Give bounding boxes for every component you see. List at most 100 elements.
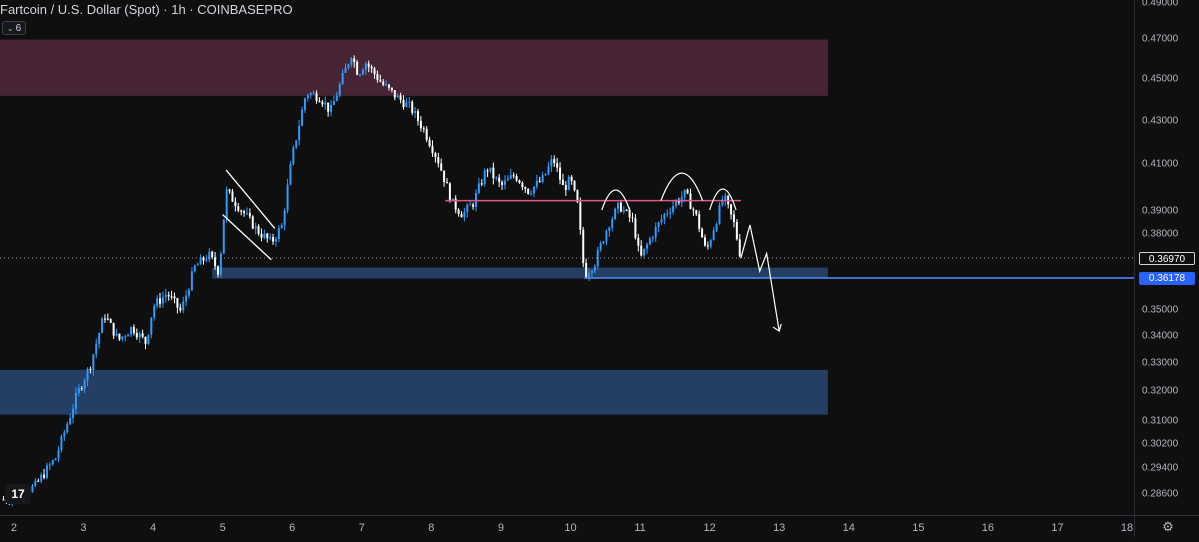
candle-body [103,318,106,320]
x-tick-label: 7 [359,522,365,534]
candle-body [321,101,324,105]
candle-body [167,294,170,297]
candle-body [57,450,60,459]
candle-body [159,298,162,304]
candle-body [518,180,521,183]
candle-body [245,213,248,215]
candle-body [214,257,217,267]
candle-body [60,436,63,451]
candle-body [440,163,443,171]
candle-body [54,458,57,461]
x-tick-label: 3 [80,522,86,534]
candle-body [179,307,182,311]
zone-demand-upper [212,267,828,279]
y-tick-label: 0.29400 [1142,463,1179,474]
candle-body [341,72,344,85]
candle-body [211,251,214,258]
candle-body [532,186,535,194]
candle-body [576,190,579,203]
candle-body [402,99,405,108]
candle-body [40,474,43,482]
candle-body [150,317,153,335]
candle-body [451,198,454,201]
candle-body [309,93,312,96]
candle-body [674,200,677,206]
candle-body [283,210,286,226]
y-tick-label: 0.49000 [1142,0,1179,9]
indicators-count: 6 [15,22,22,34]
candle-body [289,163,292,185]
candle-body [182,301,185,311]
candle-body [561,179,564,186]
candle-body [680,196,683,203]
candle-body [527,188,530,194]
candle-body [234,201,237,207]
candle-body [637,237,640,246]
candle-body [735,222,738,240]
candle-body [109,319,112,323]
candle-body [463,212,466,218]
x-tick-label: 12 [703,522,715,534]
candle-body [535,180,538,187]
candle-body [361,69,364,75]
candle-body [277,228,280,239]
gear-icon[interactable]: ⚙ [1162,519,1174,534]
x-tick-label: 10 [564,522,576,534]
candle-body [164,294,167,298]
candle-body [301,109,304,126]
candle-body [585,263,588,277]
candle-body [524,187,527,189]
candle-body [130,327,133,335]
candle-body [588,273,591,277]
candle-body [706,245,709,247]
candle-body [248,213,251,217]
candle-body [225,189,228,220]
candle-body [477,183,480,193]
x-tick-label: 2 [11,522,17,534]
candle-body [121,336,124,340]
candle-body [127,334,130,337]
candle-body [77,388,80,393]
candle-body [353,58,356,63]
candle-body [619,202,622,212]
candle-body [34,480,37,486]
candle-body [356,62,359,75]
projection-arrow-path [740,224,780,332]
candle-body [222,219,225,254]
candle-body [388,84,391,88]
indicators-collapse-button[interactable]: ⌄ 6 [2,21,26,35]
candle-body [657,222,660,227]
candle-body [614,208,617,220]
candle-body [654,226,657,238]
candle-body [2,499,5,501]
candle-body [208,251,211,260]
x-tick-label: 16 [982,522,994,534]
candle-body [718,204,721,224]
candle-body [660,219,663,223]
y-tick-label: 0.47000 [1142,34,1179,45]
y-tick-label: 0.41000 [1142,159,1179,170]
candle-body [593,266,596,271]
candle-body [567,176,570,190]
candle-body [730,204,733,215]
candle-body [257,226,260,234]
x-tick-label: 8 [428,522,434,534]
candle-body [80,388,83,390]
candle-body [393,90,396,98]
candle-body [460,213,463,218]
candle-body [240,210,243,212]
candle-body [596,250,599,267]
flag-lower-line [222,214,272,261]
candle-body [260,233,263,238]
candle-body [622,209,625,212]
x-tick-label: 9 [498,522,504,534]
candle-body [428,139,431,147]
candle-body [327,102,330,112]
candle-body [98,333,101,344]
candle-body [709,239,712,247]
candle-body [538,180,541,182]
candle-body [547,166,550,174]
candle-body [666,213,669,215]
